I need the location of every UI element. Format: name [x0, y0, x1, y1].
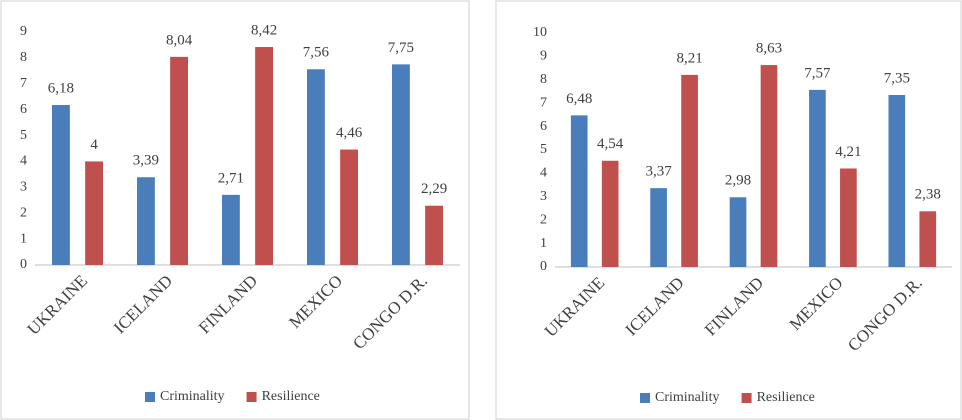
- data-label: 2,98: [725, 173, 751, 189]
- data-label: 8,42: [251, 22, 277, 38]
- y-tick-label: 4: [20, 154, 27, 169]
- data-label: 7,56: [303, 45, 330, 61]
- bar: [919, 211, 937, 267]
- data-label: 7,57: [804, 65, 831, 81]
- data-label: 8,63: [756, 40, 782, 56]
- y-tick-label: 9: [20, 24, 27, 39]
- data-label: 8,04: [166, 32, 193, 48]
- data-label: 4,54: [597, 136, 624, 152]
- y-tick-label: 1: [20, 231, 27, 246]
- bar: [85, 161, 103, 265]
- x-tick-label: FINLAND: [701, 273, 767, 339]
- y-tick-label: 0: [20, 257, 27, 272]
- legend-label: Resilience: [262, 389, 320, 404]
- y-tick-label: 0: [540, 259, 547, 274]
- data-label: 2,38: [915, 187, 941, 203]
- data-label: 8,21: [676, 50, 702, 66]
- x-tick-label: MEXICO: [285, 271, 346, 332]
- bar: [340, 149, 358, 265]
- x-tick-label: FINLAND: [195, 271, 261, 337]
- x-tick-label: ICELAND: [621, 273, 687, 339]
- x-tick-label: CONGO D.R.: [844, 273, 926, 355]
- bar: [170, 56, 188, 265]
- y-tick-label: 6: [20, 102, 27, 117]
- legend-label: Criminality: [655, 390, 720, 405]
- bar: [255, 47, 273, 265]
- data-label: 4,21: [835, 144, 861, 160]
- data-label: 3,37: [645, 164, 672, 180]
- y-tick-label: 10: [533, 25, 547, 40]
- data-label: 6,48: [566, 91, 592, 107]
- x-tick-label: CONGO D.R.: [349, 271, 431, 353]
- bar: [601, 160, 619, 267]
- bar: [222, 194, 240, 265]
- data-label: 7,35: [884, 70, 910, 86]
- y-tick-label: 8: [20, 50, 27, 65]
- x-tick-label: UKRAINE: [24, 271, 92, 339]
- bar: [809, 89, 826, 267]
- legend-label: Resilience: [757, 390, 815, 405]
- bar: [137, 177, 155, 265]
- bar: [681, 74, 698, 267]
- bar: [52, 105, 70, 265]
- y-tick-label: 5: [540, 142, 547, 157]
- chart-frame: [495, 0, 962, 420]
- bar: [392, 64, 410, 265]
- data-label: 3,39: [133, 153, 159, 169]
- data-label: 4,46: [336, 125, 363, 141]
- bar: [570, 115, 588, 267]
- legend-swatch: [246, 392, 257, 402]
- data-label: 2,71: [218, 170, 244, 186]
- y-tick-label: 7: [20, 76, 27, 91]
- bar: [840, 168, 857, 267]
- y-tick-label: 4: [540, 166, 547, 181]
- data-label: 2,29: [421, 181, 447, 197]
- y-tick-label: 3: [540, 189, 547, 204]
- chart-frame: [0, 0, 470, 420]
- y-tick-label: 3: [20, 180, 27, 195]
- bar: [888, 95, 906, 267]
- data-label: 7,75: [388, 40, 414, 56]
- y-tick-label: 7: [540, 95, 547, 110]
- bar: [650, 188, 667, 267]
- legend-swatch: [640, 393, 650, 403]
- bar: [729, 197, 747, 267]
- y-tick-label: 8: [540, 72, 547, 87]
- x-tick-label: ICELAND: [110, 271, 176, 337]
- x-tick-label: MEXICO: [786, 273, 847, 334]
- y-tick-label: 5: [20, 128, 27, 143]
- y-tick-label: 2: [540, 212, 547, 227]
- legend-label: Criminality: [160, 389, 225, 404]
- bar: [425, 205, 443, 265]
- bar: [760, 65, 778, 267]
- y-tick-label: 9: [540, 49, 547, 64]
- data-label: 6,18: [48, 80, 74, 96]
- x-tick-label: UKRAINE: [541, 273, 609, 341]
- y-tick-label: 2: [20, 205, 27, 220]
- y-tick-label: 6: [540, 119, 547, 134]
- legend-swatch: [145, 392, 155, 402]
- data-label: 4: [90, 137, 98, 153]
- bar: [307, 69, 325, 265]
- legend-swatch: [741, 393, 752, 403]
- y-tick-label: 1: [540, 236, 547, 251]
